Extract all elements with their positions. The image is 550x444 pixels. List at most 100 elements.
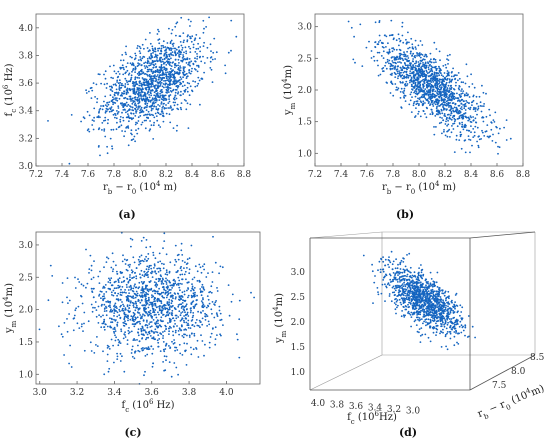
data-point: [171, 312, 174, 314]
data-point: [207, 298, 210, 301]
data-point: [134, 316, 137, 319]
data-point: [177, 284, 180, 286]
data-point: [137, 331, 139, 334]
data-point: [178, 62, 180, 64]
data-point: [146, 347, 149, 350]
data-point: [189, 311, 192, 314]
data-point: [135, 267, 138, 269]
data-point: [172, 334, 175, 337]
data-point: [162, 308, 165, 310]
data-point: [159, 126, 162, 128]
data-point: [425, 93, 428, 96]
data-point: [145, 297, 147, 300]
data-point: [424, 97, 427, 100]
data-point: [505, 139, 508, 141]
data-point: [410, 83, 413, 86]
data-point: [164, 46, 167, 48]
data-point: [495, 125, 497, 128]
data-point: [210, 50, 212, 52]
data-point: [394, 83, 397, 85]
data-point: [433, 73, 436, 76]
data-point: [80, 283, 83, 286]
data-point: [199, 280, 201, 283]
data-point: [160, 325, 163, 328]
data-point: [209, 43, 212, 46]
data-point: [169, 41, 172, 43]
data-point: [151, 317, 154, 319]
data-point: [108, 85, 111, 88]
data-point: [394, 76, 397, 78]
data-point: [388, 284, 391, 286]
data-point: [106, 256, 108, 259]
data-point: [372, 302, 374, 304]
data-point: [165, 64, 168, 66]
data-point: [409, 63, 412, 66]
data-point: [215, 300, 218, 302]
data-point: [153, 121, 156, 124]
data-point: [92, 306, 94, 309]
data-point: [462, 116, 465, 118]
data-point: [147, 110, 150, 113]
data-point: [131, 296, 134, 299]
data-point: [458, 139, 461, 142]
data-point: [390, 64, 393, 67]
data-point: [193, 325, 196, 328]
data-point: [179, 295, 182, 297]
data-point: [457, 72, 460, 74]
data-point: [429, 113, 432, 115]
data-point: [443, 80, 445, 83]
data-point: [465, 94, 468, 97]
data-point: [452, 309, 454, 312]
data-point: [433, 79, 436, 82]
data-point: [180, 242, 183, 245]
data-point: [168, 61, 170, 63]
data-point: [139, 80, 142, 83]
data-point: [138, 77, 141, 79]
data-point: [160, 89, 163, 91]
data-point: [125, 315, 127, 318]
data-point: [431, 111, 433, 113]
data-point: [156, 54, 159, 57]
data-point: [412, 58, 414, 60]
data-point: [474, 108, 476, 110]
data-point: [436, 75, 439, 77]
data-point: [469, 139, 472, 141]
data-point: [404, 285, 407, 288]
data-point: [192, 314, 195, 317]
data-point: [422, 78, 425, 81]
data-point: [204, 312, 207, 315]
data-point: [430, 65, 433, 68]
data-point: [497, 145, 499, 148]
data-point: [81, 302, 84, 305]
data-point: [103, 130, 106, 132]
data-point: [185, 72, 188, 75]
data-point: [411, 54, 414, 57]
data-point: [163, 62, 165, 64]
data-point: [103, 266, 105, 269]
data-point: [125, 295, 128, 298]
data-point: [90, 269, 93, 272]
data-point: [425, 79, 428, 81]
data-point: [174, 282, 177, 285]
data-point: [159, 260, 162, 263]
data-point: [396, 88, 399, 91]
data-point: [173, 342, 176, 344]
data-point: [119, 310, 121, 313]
data-point: [409, 51, 412, 53]
data-point: [154, 74, 156, 76]
data-point: [60, 333, 63, 336]
data-point: [142, 55, 145, 58]
data-point: [454, 307, 456, 310]
data-point: [141, 121, 144, 124]
data-point: [104, 135, 107, 138]
data-point: [157, 85, 160, 87]
data-point: [438, 67, 441, 70]
data-point: [474, 110, 477, 112]
data-point: [194, 291, 196, 294]
data-point: [411, 67, 414, 70]
data-point: [445, 81, 448, 84]
data-point: [141, 77, 144, 79]
data-point: [443, 87, 446, 90]
data-point: [101, 122, 104, 124]
data-point: [160, 68, 163, 70]
